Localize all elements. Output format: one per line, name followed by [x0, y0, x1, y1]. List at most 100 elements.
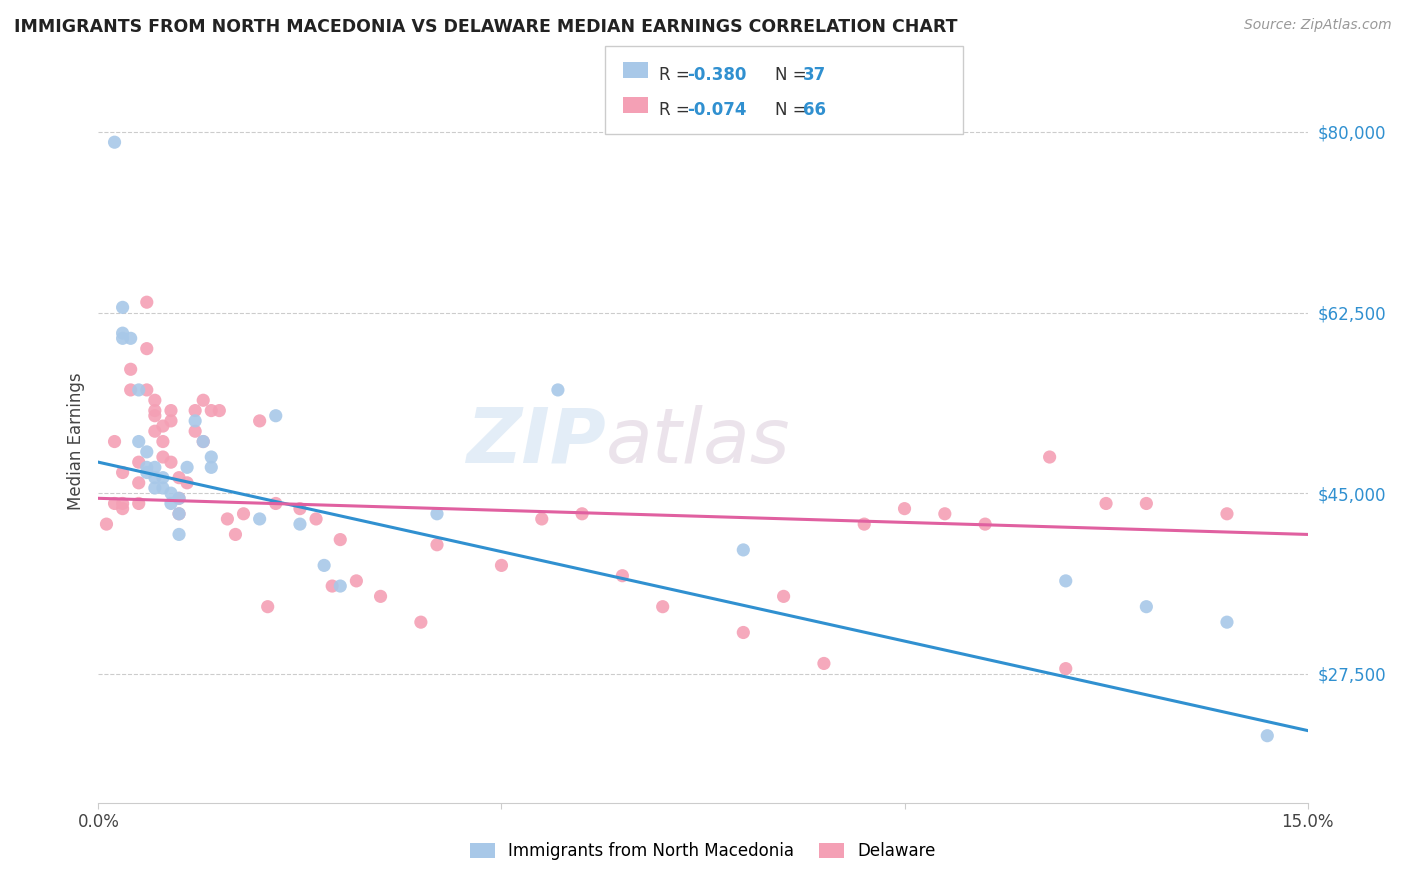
Point [152, 471, 174, 485]
Point [321, 579, 343, 593]
Point [217, 512, 239, 526]
Point [160, 455, 183, 469]
Text: R =: R = [659, 101, 696, 119]
Text: 66: 66 [803, 101, 825, 119]
Point [160, 403, 183, 417]
Point [128, 383, 150, 397]
Point [111, 501, 134, 516]
Point [193, 393, 215, 408]
Point [167, 527, 190, 541]
Point [135, 460, 157, 475]
Point [200, 403, 222, 417]
Point [288, 517, 311, 532]
Point [200, 450, 222, 464]
Point [152, 434, 174, 449]
Point [256, 599, 278, 614]
Point [651, 599, 673, 614]
Point [974, 517, 997, 532]
Point [143, 393, 166, 408]
Text: -0.074: -0.074 [688, 101, 747, 119]
Point [103, 135, 125, 149]
Legend: Immigrants from North Macedonia, Delaware: Immigrants from North Macedonia, Delawar… [464, 836, 942, 867]
Y-axis label: Median Earnings: Median Earnings [66, 373, 84, 510]
Point [193, 434, 215, 449]
Point [305, 512, 328, 526]
Point [135, 383, 157, 397]
Point [103, 496, 125, 510]
Point [143, 424, 166, 438]
Text: -0.380: -0.380 [688, 66, 747, 84]
Point [128, 455, 150, 469]
Point [547, 383, 569, 397]
Text: R =: R = [659, 66, 696, 84]
Text: IMMIGRANTS FROM NORTH MACEDONIA VS DELAWARE MEDIAN EARNINGS CORRELATION CHART: IMMIGRANTS FROM NORTH MACEDONIA VS DELAW… [14, 18, 957, 36]
Text: N =: N = [775, 66, 811, 84]
Point [135, 342, 157, 356]
Point [120, 383, 142, 397]
Point [152, 450, 174, 464]
Point [329, 533, 352, 547]
Point [426, 507, 449, 521]
Point [1135, 496, 1157, 510]
Point [1216, 615, 1239, 630]
Point [167, 491, 190, 506]
Point [426, 538, 449, 552]
Point [772, 590, 794, 604]
Point [329, 579, 352, 593]
Point [264, 496, 287, 510]
Point [176, 460, 198, 475]
Point [120, 362, 142, 376]
Point [1095, 496, 1118, 510]
Point [893, 501, 915, 516]
Point [111, 496, 134, 510]
Point [120, 331, 142, 345]
Text: 37: 37 [803, 66, 827, 84]
Point [111, 326, 134, 341]
Point [288, 501, 311, 516]
Point [813, 657, 835, 671]
Point [167, 507, 190, 521]
Point [167, 507, 190, 521]
Point [167, 471, 190, 485]
Point [571, 507, 593, 521]
Point [1054, 662, 1077, 676]
Point [176, 475, 198, 490]
Text: Source: ZipAtlas.com: Source: ZipAtlas.com [1244, 18, 1392, 32]
Point [1256, 729, 1278, 743]
Point [264, 409, 287, 423]
Point [249, 512, 271, 526]
Point [143, 481, 166, 495]
Point [167, 491, 190, 506]
Point [853, 517, 876, 532]
Point [184, 424, 207, 438]
Point [111, 466, 134, 480]
Point [733, 625, 755, 640]
Point [160, 486, 183, 500]
Point [1135, 599, 1157, 614]
Point [128, 496, 150, 510]
Point [143, 460, 166, 475]
Point [491, 558, 513, 573]
Point [409, 615, 432, 630]
Point [160, 496, 183, 510]
Point [193, 434, 215, 449]
Point [934, 507, 956, 521]
Point [208, 403, 231, 417]
Point [143, 471, 166, 485]
Point [1039, 450, 1062, 464]
Point [344, 574, 367, 588]
Point [224, 527, 246, 541]
Point [200, 460, 222, 475]
Point [152, 419, 174, 434]
Point [184, 414, 207, 428]
Point [135, 295, 157, 310]
Text: N =: N = [775, 101, 811, 119]
Point [184, 403, 207, 417]
Point [612, 568, 634, 582]
Point [135, 466, 157, 480]
Point [314, 558, 336, 573]
Text: atlas: atlas [606, 405, 790, 478]
Point [128, 475, 150, 490]
Point [143, 403, 166, 417]
Point [111, 301, 134, 315]
